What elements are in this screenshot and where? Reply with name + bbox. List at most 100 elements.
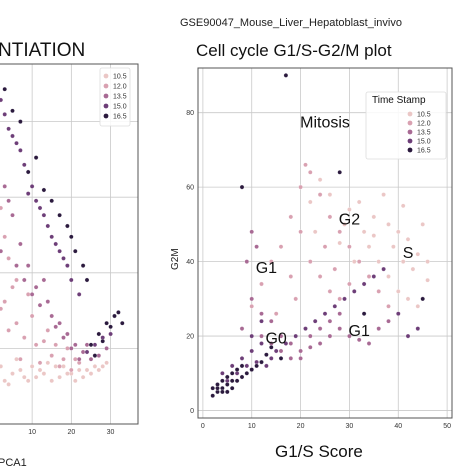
right-point-4-26 [239, 184, 245, 190]
left-point-0-1 [2, 378, 7, 384]
right-annotation-3: G1 [256, 260, 277, 277]
right-point-4-8 [229, 371, 235, 376]
left-point-0-9 [65, 371, 70, 376]
right-point-1-9 [366, 274, 372, 279]
right-point-2-18 [278, 348, 284, 354]
right-legend-title: Time Stamp [372, 95, 426, 106]
right-point-0-25 [342, 222, 347, 227]
right-point-4-12 [220, 378, 225, 384]
right-point-2-19 [288, 356, 294, 361]
right-point-3-1 [229, 363, 235, 369]
right-point-1-15 [259, 281, 264, 287]
right-point-4-11 [210, 385, 215, 391]
right-point-2-23 [327, 318, 333, 324]
left-point-0-25 [37, 367, 43, 373]
left-point-4-10 [88, 342, 94, 348]
left-point-3-4 [29, 184, 35, 189]
right-point-2-20 [298, 356, 303, 361]
left-point-3-16 [69, 277, 74, 283]
left-point-0-12 [88, 371, 94, 376]
left-point-1-12 [37, 360, 43, 366]
left-point-3-18 [84, 349, 90, 355]
right-point-1-20 [337, 296, 342, 302]
left-legend-entry-3: 15.0 [113, 104, 127, 111]
right-legend-box [365, 91, 447, 160]
right-point-0-4 [396, 229, 401, 235]
right-point-3-17 [332, 304, 338, 309]
right-point-1-16 [249, 304, 254, 309]
right-x-tick-label-2: 20 [297, 423, 305, 430]
right-point-1-4 [298, 229, 303, 235]
right-point-2-21 [308, 333, 313, 339]
right-legend-marker-2 [407, 129, 413, 135]
left-point-4-5 [57, 212, 62, 218]
right-point-0-29 [312, 229, 318, 235]
right-point-2-4 [288, 341, 294, 346]
right-legend-marker-0 [407, 111, 413, 117]
right-point-2-10 [347, 333, 352, 339]
left-point-3-8 [61, 256, 66, 261]
right-point-2-9 [337, 326, 342, 331]
left-point-4-3 [25, 169, 31, 175]
right-point-2-0 [249, 296, 254, 302]
left-point-2-26 [76, 356, 82, 362]
left-point-2-7 [6, 198, 11, 204]
right-point-2-5 [298, 348, 303, 354]
left-point-1-23 [2, 299, 7, 304]
left-point-0-23 [6, 382, 11, 387]
left-point-4-15 [120, 320, 125, 326]
left-point-2-15 [73, 342, 78, 348]
right-axes-border [197, 67, 453, 419]
left-x-tick-label-3: 30 [107, 429, 115, 436]
left-legend: 10.5 12.0 13.5 15.0 16.5 [99, 67, 131, 127]
left-point-2-4 [25, 263, 31, 268]
right-point-0-23 [391, 244, 396, 249]
right-point-3-19 [352, 289, 357, 294]
right-point-3-0 [220, 371, 225, 376]
right-legend-marker-3 [407, 138, 413, 144]
left-point-0-16 [14, 356, 19, 362]
left-point-0-3 [18, 367, 23, 373]
right-legend-entry-2: 13.5 [417, 130, 431, 137]
right-point-3-13 [293, 333, 298, 339]
right-point-0-1 [356, 199, 362, 205]
right-legend-entry-4: 16.5 [417, 148, 431, 155]
right-point-4-18 [225, 389, 230, 395]
right-point-1-23 [322, 244, 328, 249]
right-point-1-24 [332, 266, 338, 272]
right-legend-entry-3: 15.0 [417, 139, 431, 146]
left-point-2-16 [80, 349, 86, 355]
right-point-2-8 [327, 333, 333, 339]
right-point-1-19 [327, 289, 333, 294]
right-point-2-22 [317, 326, 323, 331]
left-point-1-6 [14, 320, 19, 326]
left-point-0-29 [100, 364, 105, 369]
left-point-3-21 [108, 331, 113, 337]
left-point-2-14 [65, 331, 70, 337]
right-point-1-8 [356, 259, 362, 264]
left-point-2-12 [49, 313, 54, 319]
right-point-4-7 [225, 374, 230, 380]
left-point-1-13 [45, 328, 51, 333]
right-legend-entry-0: 10.5 [417, 112, 431, 119]
right-point-3-25 [415, 326, 421, 331]
left-point-1-20 [73, 356, 78, 362]
right-point-2-12 [239, 326, 245, 331]
left-legend-box [99, 67, 131, 127]
left-point-3-2 [14, 140, 19, 146]
right-point-2-15 [254, 244, 259, 249]
right-point-3-16 [322, 311, 328, 316]
left-axes-border [0, 63, 139, 425]
right-point-1-21 [288, 274, 294, 279]
right-point-0-16 [400, 203, 406, 209]
right-point-3-8 [244, 363, 250, 369]
right-annotation-0: Mitosis [300, 115, 350, 132]
right-annotation-5: G1 [349, 323, 370, 340]
right-point-4-3 [225, 382, 230, 387]
right-point-0-22 [308, 199, 313, 205]
left-point-1-4 [10, 284, 15, 290]
right-point-4-0 [210, 393, 215, 398]
left-point-3-12 [41, 212, 47, 218]
right-point-3-12 [283, 341, 289, 346]
left-point-3-6 [45, 223, 51, 229]
